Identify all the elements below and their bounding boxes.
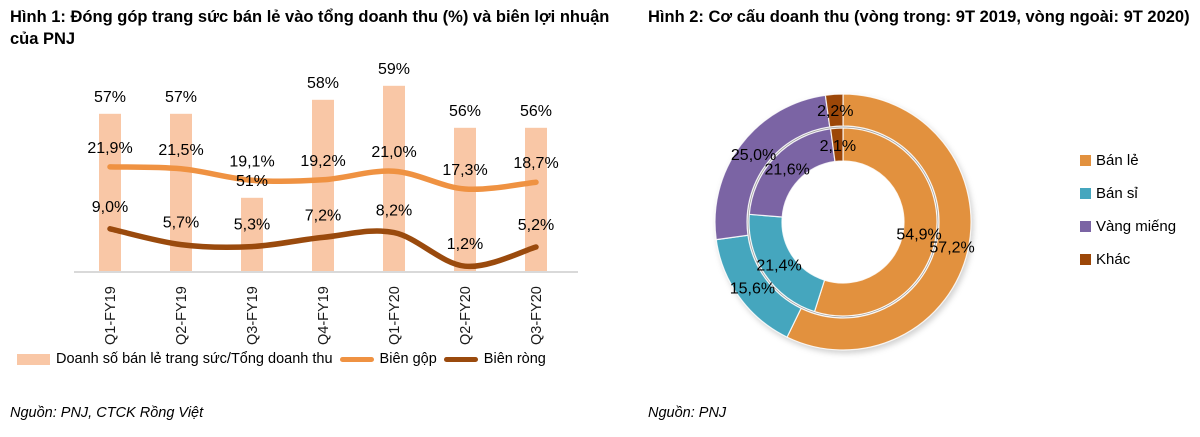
x-axis-tick-label: Q1-FY20	[387, 286, 403, 345]
figure1-combo-chart: 57% 57% 51% 58% 59% 56% 56% 21,9% 21,5% 19,1% 19,2…	[74, 61, 578, 345]
figure1-legend: Doanh số bán lẻ trang sức/Tổng doanh thu…	[17, 351, 546, 367]
x-axis-tick-label: Q3-FY19	[245, 286, 261, 345]
x-axis-tick-label: Q2-FY20	[458, 286, 474, 345]
outer-ring-value-label: 2,2%	[817, 103, 853, 120]
revenue-share-bar	[170, 113, 192, 272]
gross-margin-line-swatch	[339, 356, 374, 362]
bar-series-swatch	[17, 353, 50, 365]
revenue-share-bar	[312, 99, 334, 272]
x-axis-tick-label: Q4-FY19	[316, 286, 332, 345]
ban-le-swatch	[1080, 154, 1091, 166]
legend-label-gross-margin: Biên gộp	[379, 351, 437, 367]
legend-item-ban-le: Bán lẻ	[1080, 149, 1176, 171]
legend-item-net-margin: Biên ròng	[443, 351, 546, 367]
figure2-title: Hình 2: Cơ cấu doanh thu (vòng trong: 9T…	[648, 8, 1190, 26]
net-margin-value-label: 7,2%	[305, 207, 341, 224]
legend-item-vang-mieng: Vàng miếng	[1080, 215, 1176, 237]
net-margin-value-label: 1,2%	[447, 236, 483, 253]
bar-value-label: 57%	[165, 89, 197, 106]
gross-margin-value-label: 21,5%	[158, 142, 203, 159]
bar-value-label: 51%	[236, 173, 268, 190]
figure1-source: Nguồn: PNJ, CTCK Rồng Việt	[10, 405, 204, 421]
ring-separator-circle	[747, 126, 939, 318]
outer-ring-value-label: 57,2%	[929, 240, 974, 257]
vang-mieng-swatch	[1080, 220, 1091, 232]
bar-value-label: 57%	[94, 89, 126, 106]
legend-label-ban-le: Bán lẻ	[1096, 151, 1139, 169]
inner-ring-value-label: 21,6%	[765, 162, 810, 179]
x-axis-tick-label: Q3-FY20	[529, 286, 545, 345]
legend-label-ban-si: Bán sỉ	[1096, 184, 1138, 202]
net-margin-value-label: 5,7%	[163, 215, 199, 232]
gross-margin-line	[107, 164, 539, 193]
revenue-share-bar	[525, 127, 547, 272]
inner-ring-slice-0	[813, 127, 938, 317]
legend-label-khac: Khác	[1096, 250, 1131, 268]
gross-margin-value-label: 18,7%	[513, 155, 558, 172]
legend-label-net-margin: Biên ròng	[483, 351, 546, 367]
legend-label-vang-mieng: Vàng miếng	[1096, 217, 1177, 235]
revenue-share-bar	[99, 113, 121, 272]
net-margin-value-label: 9,0%	[92, 199, 128, 216]
figure2-donut-chart: 57,2% 15,6% 25,0% 2,2% 54,9% 21,4% 21,6% 2,1%	[714, 93, 975, 351]
revenue-share-bar	[383, 85, 405, 272]
outer-ring-slice-0	[786, 93, 972, 351]
outer-ring-slice-3	[824, 93, 844, 128]
legend-label-revenue-share: Doanh số bán lẻ trang sức/Tổng doanh thu	[56, 351, 333, 367]
legend-item-gross-margin: Biên gộp	[339, 351, 437, 367]
x-axis-tick-label: Q1-FY19	[103, 286, 119, 345]
outer-ring-value-label: 15,6%	[730, 280, 775, 297]
inner-ring-value-label: 2,1%	[820, 138, 856, 155]
khac-swatch	[1080, 253, 1091, 265]
gross-margin-value-label: 17,3%	[442, 162, 487, 179]
revenue-share-bar	[241, 197, 263, 272]
x-axis-tick-label: Q2-FY19	[174, 286, 190, 345]
net-margin-line-swatch	[443, 356, 478, 362]
legend-item-khac: Khác	[1080, 248, 1176, 270]
figure1-title: Hình 1: Đóng góp trang sức bán lẻ vào tổ…	[10, 8, 610, 48]
gross-margin-value-label: 21,0%	[371, 144, 416, 161]
bar-value-label: 56%	[520, 103, 552, 120]
inner-ring-slice-3	[829, 127, 844, 163]
inner-ring	[748, 127, 938, 317]
inner-ring-value-label: 21,4%	[756, 258, 801, 275]
legend-item-revenue-share: Doanh số bán lẻ trang sức/Tổng doanh thu	[17, 351, 333, 367]
net-margin-value-label: 5,3%	[234, 217, 270, 234]
ban-si-swatch	[1080, 187, 1091, 199]
inner-ring-value-label: 54,9%	[896, 226, 941, 243]
revenue-share-bar	[454, 127, 476, 272]
outer-ring-value-label: 25,0%	[731, 147, 776, 164]
net-margin-line	[107, 226, 539, 270]
bar-value-label: 56%	[449, 103, 481, 120]
legend-item-ban-si: Bán sỉ	[1080, 182, 1176, 204]
gross-margin-value-label: 21,9%	[87, 140, 132, 157]
net-margin-value-label: 8,2%	[376, 203, 412, 220]
bar-value-label: 58%	[307, 75, 339, 92]
gross-margin-value-label: 19,1%	[229, 153, 274, 170]
net-margin-value-label: 5,2%	[518, 217, 554, 234]
outer-ring	[714, 93, 972, 351]
bar-value-label: 59%	[378, 61, 410, 78]
figure2-legend: Bán lẻ Bán sỉ Vàng miếng Khác	[1080, 149, 1176, 281]
figure2-source: Nguồn: PNJ	[648, 405, 727, 421]
gross-margin-value-label: 19,2%	[300, 153, 345, 170]
